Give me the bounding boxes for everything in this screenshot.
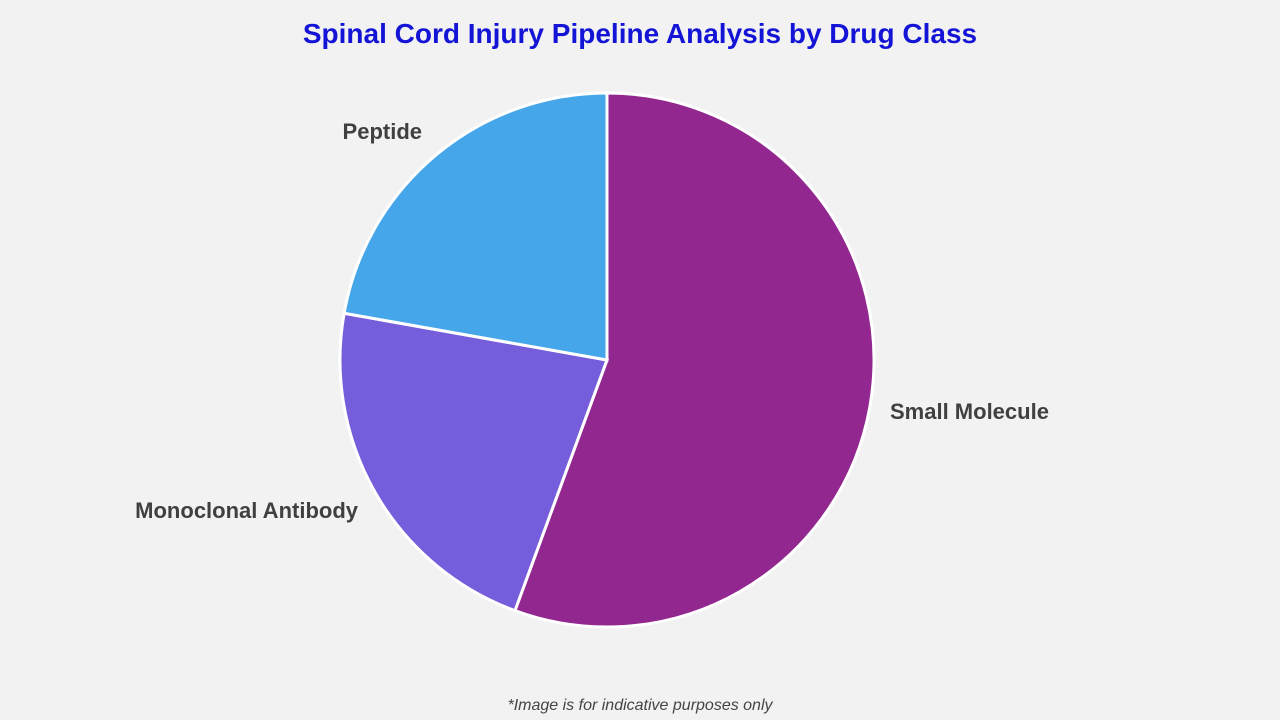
- pie-slice-small-molecule: [513, 91, 876, 629]
- slice-label: Peptide: [343, 119, 422, 144]
- footnote: *Image is for indicative purposes only: [507, 697, 773, 714]
- pie-slice-peptide: [342, 91, 609, 362]
- slice-label: Monoclonal Antibody: [135, 498, 359, 523]
- slice-label: Small Molecule: [890, 399, 1049, 424]
- pie-slice-monoclonal-antibody: [338, 311, 610, 613]
- chart-title: Spinal Cord Injury Pipeline Analysis by …: [302, 18, 978, 49]
